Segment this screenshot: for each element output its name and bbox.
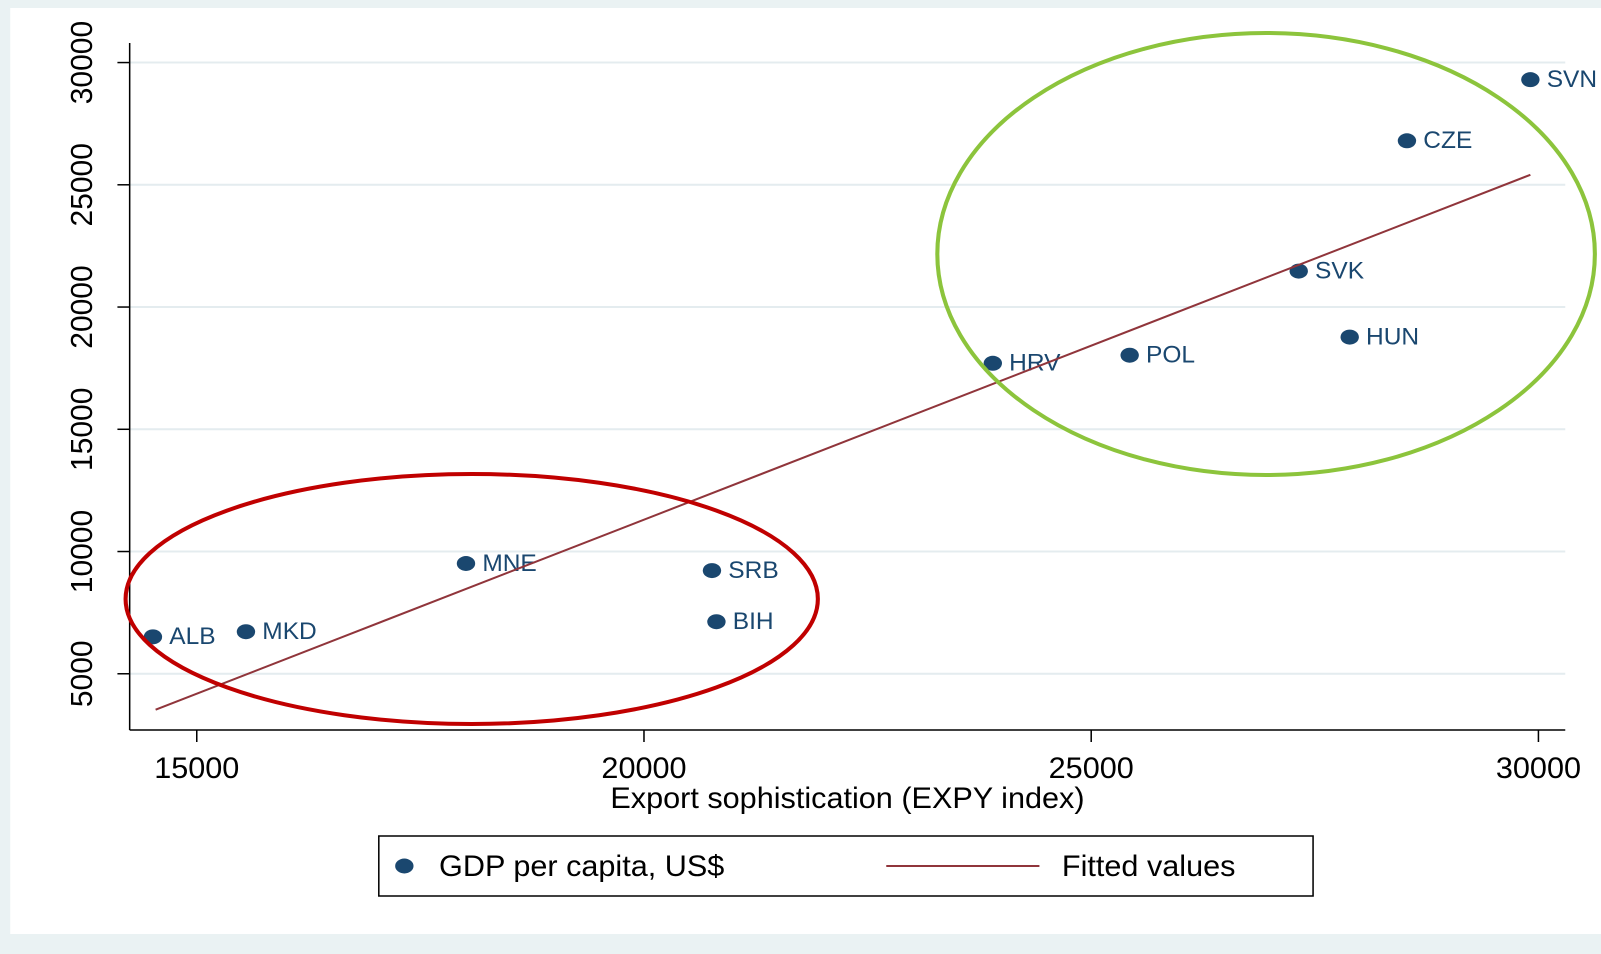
y-tick-label: 5000 bbox=[66, 640, 99, 707]
point-label: MKD bbox=[262, 618, 316, 645]
x-tick-label: 15000 bbox=[154, 752, 239, 785]
point-label: SVK bbox=[1315, 258, 1364, 285]
point-label: CZE bbox=[1423, 127, 1472, 154]
point-label: BIH bbox=[733, 608, 774, 635]
y-tick-label: 30000 bbox=[66, 21, 99, 104]
y-tick-label: 15000 bbox=[66, 388, 99, 471]
legend-swatch bbox=[395, 858, 414, 874]
fit-line bbox=[155, 173, 1531, 711]
point bbox=[1340, 329, 1359, 345]
x-tick-label: 25000 bbox=[1049, 752, 1134, 785]
point-label: POL bbox=[1146, 342, 1195, 369]
point-label: HUN bbox=[1366, 324, 1419, 351]
annotation-ellipse bbox=[123, 472, 820, 726]
y-tick-label: 10000 bbox=[66, 510, 99, 593]
plot-area bbox=[129, 43, 1566, 730]
point bbox=[702, 563, 722, 579]
legend-label: GDP per capita, US$ bbox=[439, 850, 724, 883]
legend-label: Fitted values bbox=[1062, 850, 1236, 883]
annotation-ellipse bbox=[935, 31, 1597, 477]
point-label: SVN bbox=[1547, 66, 1597, 93]
point bbox=[143, 629, 163, 645]
x-tick-label: 30000 bbox=[1496, 752, 1581, 785]
point bbox=[983, 355, 1003, 371]
point bbox=[707, 614, 726, 630]
point bbox=[1397, 133, 1417, 149]
grid: 5000 10000 15000 20000 25000 30000 15000 20000 2… bbox=[66, 21, 1581, 785]
point bbox=[456, 556, 476, 572]
point bbox=[236, 624, 256, 640]
x-axis-label: Export sophistication (EXPY index) bbox=[610, 782, 1084, 815]
point-label: ALB bbox=[169, 623, 215, 650]
y-tick-label: 25000 bbox=[66, 143, 99, 226]
x-tick-label: 20000 bbox=[601, 752, 686, 785]
y-tick-label: 20000 bbox=[66, 265, 99, 348]
point-label: SRB bbox=[728, 557, 778, 584]
point-label: HRV bbox=[1009, 350, 1061, 377]
point bbox=[1120, 347, 1139, 363]
legend bbox=[378, 835, 1314, 897]
point bbox=[1521, 72, 1540, 88]
legend-items: GDP per capita, US$ Fitted values bbox=[395, 850, 1235, 883]
